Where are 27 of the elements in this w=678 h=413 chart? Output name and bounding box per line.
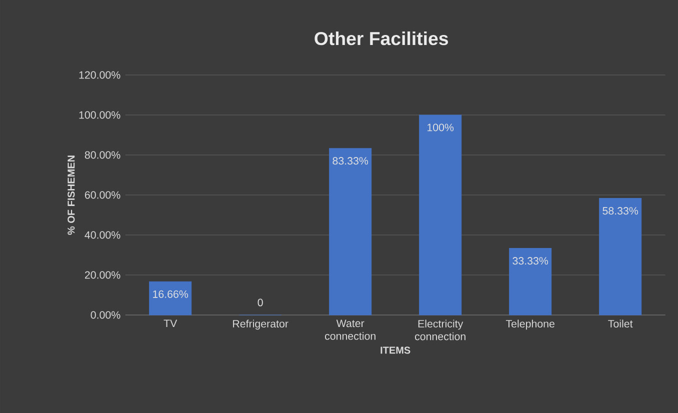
y-tick-label: 120.00% <box>79 71 120 79</box>
data-label: 16.66% <box>153 290 188 298</box>
bar <box>149 281 192 316</box>
data-label: 0 <box>258 298 263 306</box>
x-axis-title: ITEMS <box>380 346 410 354</box>
data-label: 33.33% <box>512 257 548 265</box>
y-axis-title: % OF FISHEMEN <box>68 156 75 235</box>
bar <box>599 198 642 316</box>
x-tick-label: Toilet <box>608 320 633 328</box>
chart-title: Other Facilities <box>314 31 448 46</box>
x-tick-label: Water connection <box>324 320 376 340</box>
y-tick-label: 60.00% <box>84 191 120 199</box>
y-tick-label: 0.00% <box>90 311 120 319</box>
y-tick-label: 40.00% <box>84 231 120 239</box>
x-tick-label: Refrigerator <box>233 320 288 330</box>
bar <box>329 148 372 316</box>
bar <box>419 114 462 316</box>
y-tick-label: 80.00% <box>84 151 120 159</box>
data-label: 83.33% <box>332 157 368 165</box>
x-tick-label: Telephone <box>506 320 554 330</box>
data-label: 100% <box>428 124 454 132</box>
x-tick-label: TV <box>164 320 178 328</box>
bar <box>509 248 552 316</box>
x-tick-label: Electricity connection <box>414 320 466 340</box>
y-tick-label: 20.00% <box>84 271 120 279</box>
data-label: 58.33% <box>602 207 638 215</box>
y-tick-label: 100.00% <box>79 111 120 119</box>
